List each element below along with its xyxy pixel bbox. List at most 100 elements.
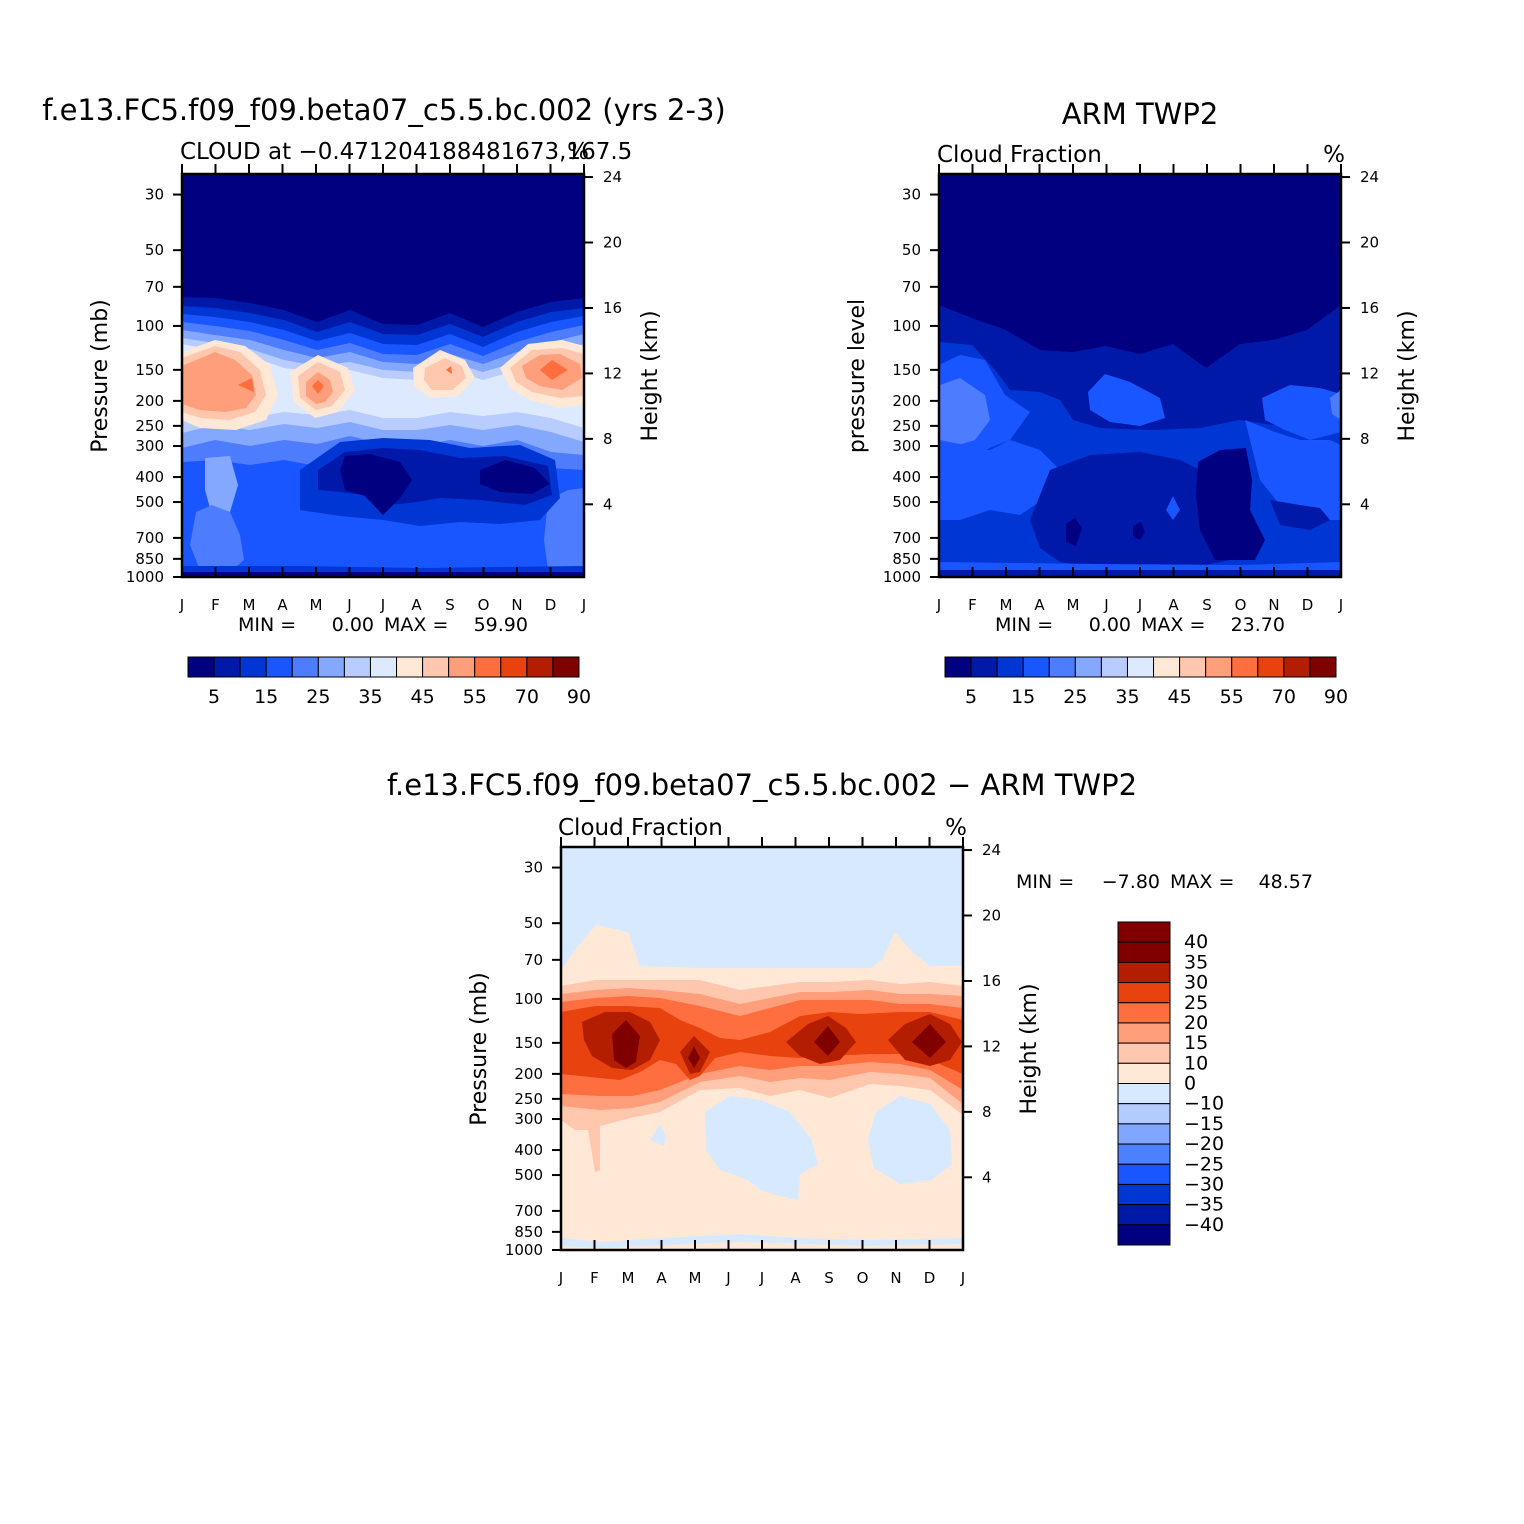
x-tick-label: N (511, 596, 522, 614)
model-max-feb-mar-4 (238, 378, 254, 392)
obs-y-label: pressure level (845, 299, 870, 453)
obs-blue-3-b (1088, 374, 1165, 426)
colorbar-swatch (1117, 961, 1171, 984)
obs-lower-blue-3-right (1245, 420, 1341, 520)
colorbar-swatch (343, 656, 371, 678)
colorbar-label: −35 (1184, 1194, 1224, 1216)
height-tick-label: 24 (603, 168, 622, 186)
y-tick-label: 250 (135, 417, 164, 435)
y-tick-label: 1000 (126, 568, 164, 586)
x-tick-label: A (656, 1269, 667, 1287)
x-tick-label: J (759, 1269, 764, 1287)
colorbar-label: 35 (1184, 951, 1208, 973)
model-y-label-right: Height (km) (638, 310, 663, 441)
colorbar-label: 5 (965, 686, 977, 708)
model-contour-field (182, 174, 584, 577)
colorbar-swatch (474, 656, 502, 678)
y-tick-label: 400 (514, 1141, 543, 1159)
diff-level-35-sep (814, 1026, 840, 1056)
colorbar-label: 40 (1184, 931, 1208, 953)
colorbar-label: 35 (358, 686, 382, 708)
colorbar-swatch (1153, 656, 1181, 678)
colorbar-label: 55 (463, 686, 487, 708)
y-tick-label: 150 (135, 361, 164, 379)
diff-subtitle: Cloud Fraction (558, 815, 723, 841)
diff-max-value: 48.57 (1259, 871, 1313, 893)
diff-contour-field (561, 847, 963, 1250)
height-tick-label: 20 (1360, 234, 1379, 252)
x-tick-label: M (1067, 596, 1080, 614)
y-tick-label: 700 (514, 1202, 543, 1220)
colorbar-swatch (187, 656, 215, 678)
x-tick-label: M (622, 1269, 635, 1287)
colorbar-label: 25 (1184, 992, 1208, 1014)
x-tick-label: A (1168, 596, 1179, 614)
x-tick-label: J (1103, 596, 1108, 614)
obs-subtitle: Cloud Fraction (937, 142, 1102, 168)
colorbar-swatch (1117, 1083, 1171, 1105)
x-tick-label: M (689, 1269, 702, 1287)
height-tick-label: 4 (982, 1168, 992, 1186)
obs-lower-dark-2 (1270, 500, 1330, 530)
x-tick-label: A (277, 596, 288, 614)
obs-blue-3-c (1262, 385, 1341, 440)
colorbar-label: −40 (1184, 1214, 1224, 1236)
x-tick-label: D (545, 596, 557, 614)
x-tick-label: M (310, 596, 323, 614)
x-tick-label: J (558, 1269, 563, 1287)
contour-level-blue-7 (182, 344, 584, 428)
obs-units: % (1323, 142, 1345, 168)
y-tick-label: 70 (524, 951, 543, 969)
y-tick-label: 200 (892, 392, 921, 410)
colorbar-label: 55 (1220, 686, 1244, 708)
obs-y-label-right: Height (km) (1395, 310, 1420, 441)
model-y-label: Pressure (mb) (88, 299, 113, 453)
x-tick-label: O (857, 1269, 869, 1287)
obs-colorbar: 5 15 25 35 45 55 70 90 (944, 656, 1348, 708)
diff-level-35-mar (612, 1020, 640, 1068)
y-tick-label: 700 (892, 529, 921, 547)
y-tick-label: 150 (514, 1034, 543, 1052)
colorbar-swatch (1231, 656, 1259, 678)
obs-blue-4-b (1330, 390, 1341, 420)
y-tick-label: 250 (514, 1090, 543, 1108)
colorbar-swatch (1309, 656, 1337, 678)
y-tick-label: 150 (892, 361, 921, 379)
diff-y-label-right: Height (km) (1017, 983, 1042, 1114)
colorbar-swatch (1117, 1002, 1171, 1024)
colorbar-swatch (265, 656, 293, 678)
colorbar-swatch (239, 656, 267, 678)
obs-level-blue-3-lower (939, 440, 1060, 520)
obs-height-axis: 24 20 16 12 8 4 (1341, 168, 1379, 513)
y-tick-label: 100 (135, 317, 164, 335)
colorbar-label: 10 (1184, 1052, 1208, 1074)
colorbar-swatch (1117, 921, 1171, 943)
model-lower-deep-patch-2 (480, 460, 550, 494)
x-tick-label: J (725, 1269, 730, 1287)
colorbar-swatch (291, 656, 319, 678)
colorbar-swatch (500, 656, 528, 678)
y-tick-label: 1000 (505, 1241, 543, 1259)
colorbar-label: 25 (1063, 686, 1087, 708)
x-tick-label: O (478, 596, 490, 614)
model-lower-deep-patch-1 (340, 454, 412, 515)
model-max-sep-2 (424, 358, 466, 390)
height-tick-label: 4 (603, 495, 613, 513)
y-tick-label: 50 (524, 914, 543, 932)
diff-neg-patch-nov (868, 1096, 952, 1184)
model-min-value: 0.00 (332, 614, 374, 636)
colorbar-label: −30 (1184, 1173, 1224, 1195)
height-tick-label: 8 (603, 430, 613, 448)
colorbar-label: −10 (1184, 1093, 1224, 1115)
diff-level-35-dec (912, 1024, 946, 1058)
diff-title: f.e13.FC5.f09_f09.beta07_c5.5.bc.002 − A… (387, 768, 1137, 802)
model-title: f.e13.FC5.f09_f09.beta07_c5.5.bc.002 (yr… (42, 93, 725, 127)
colorbar-label: 15 (254, 686, 278, 708)
obs-max-value: 23.70 (1231, 614, 1285, 636)
colorbar-swatch (213, 656, 241, 678)
